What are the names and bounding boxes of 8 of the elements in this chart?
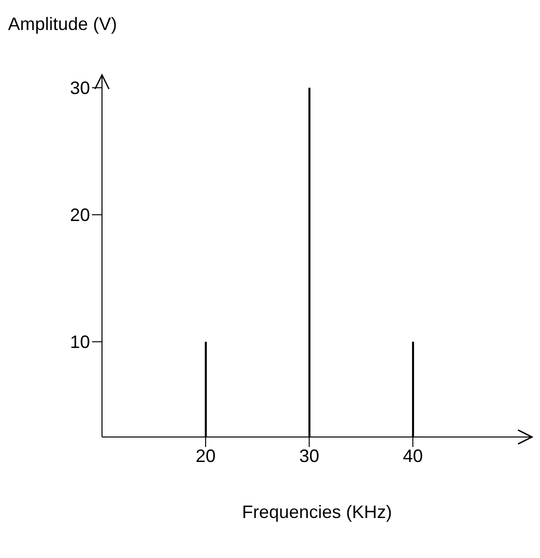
x-tick-label: 30 [299,446,320,466]
y-axis-title: Amplitude (V) [8,14,118,35]
y-tick-label: 20 [70,205,90,226]
x-tick-label: 40 [402,446,423,466]
x-tick-label: 20 [196,446,216,466]
y-tick-label: 10 [70,332,90,352]
y-tick-label: 30 [70,78,90,98]
x-axis-title: Frequencies (KHz) [242,502,392,522]
